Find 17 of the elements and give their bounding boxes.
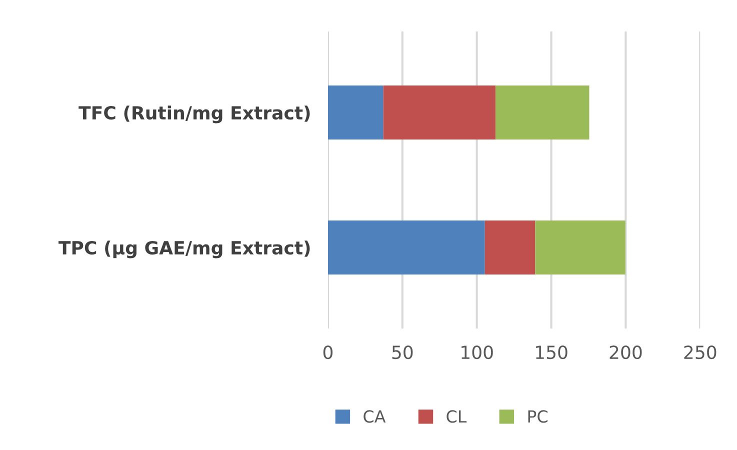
bar	[328, 220, 485, 274]
bar	[496, 86, 590, 140]
y-tick-label: TPC (µg GAE/mg Extract)	[58, 240, 310, 258]
x-tick-label: 50	[392, 345, 413, 360]
x-tick-label: 250	[684, 345, 716, 360]
y-tick-label: TFC (Rutin/mg Extract)	[78, 106, 310, 124]
x-tick-label: 150	[536, 345, 568, 360]
legend-label: CA	[364, 410, 386, 423]
x-tick-label: 100	[462, 345, 493, 360]
x-tick-label: 200	[610, 345, 642, 360]
legend-label: PC	[528, 410, 548, 423]
bar	[535, 220, 626, 274]
bar	[383, 86, 496, 140]
x-tick-label: 0	[323, 345, 333, 360]
bar	[328, 86, 384, 140]
bar	[484, 220, 536, 274]
legend-label: CL	[446, 410, 467, 423]
